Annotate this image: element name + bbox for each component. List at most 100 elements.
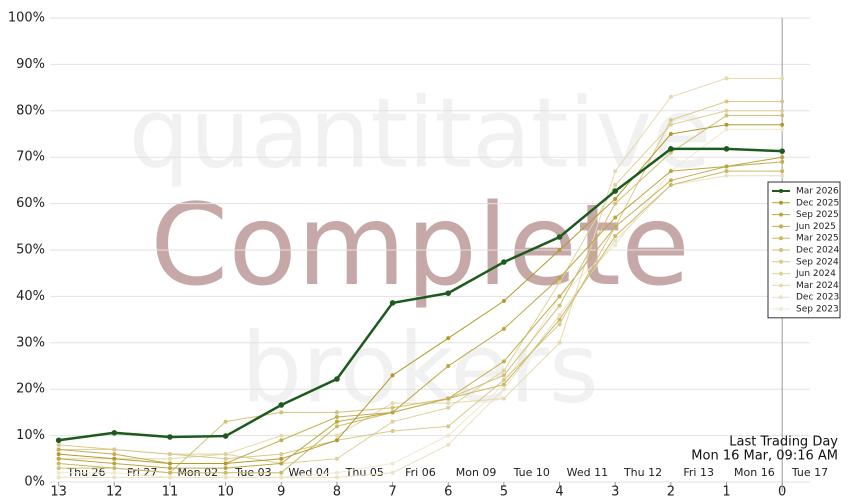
series-point <box>167 434 173 440</box>
series-point <box>167 475 172 480</box>
series-point <box>501 359 506 364</box>
series-point <box>501 368 506 373</box>
series-point <box>167 466 172 471</box>
legend-label: Mar 2026 <box>796 187 839 197</box>
series-point <box>167 470 172 475</box>
series-point <box>557 322 562 327</box>
legend-swatch-dot <box>779 307 783 311</box>
series-point <box>613 234 618 239</box>
y-tick-label: 50% <box>16 243 45 258</box>
legend-swatch-dot <box>779 224 783 229</box>
date-label: Thu 12 <box>623 466 662 479</box>
series-point <box>112 447 117 452</box>
series-point <box>446 433 451 438</box>
series-point <box>223 470 228 475</box>
series-line <box>58 175 783 478</box>
series-point <box>724 108 729 113</box>
series-point <box>613 183 618 188</box>
series-point <box>279 456 284 461</box>
series-point <box>334 456 339 461</box>
series-point <box>111 430 118 436</box>
date-label: Wed 11 <box>567 466 608 479</box>
y-tick-label: 100% <box>8 11 45 26</box>
series-point <box>112 475 117 480</box>
series-point <box>668 146 674 152</box>
series-point <box>390 373 395 378</box>
series-point <box>724 76 729 81</box>
legend-swatch-dot <box>779 200 783 205</box>
series-point <box>668 94 673 99</box>
series-line <box>58 114 783 474</box>
series-point <box>223 419 228 424</box>
series-point <box>557 312 562 317</box>
legend-label: Dec 2024 <box>796 246 839 256</box>
annotation: Mon 16 Mar, 09:16 AM <box>691 449 838 464</box>
series-point <box>780 108 785 113</box>
series-point <box>780 99 785 104</box>
series-point <box>112 452 117 457</box>
legend-swatch-dot <box>779 189 783 193</box>
series-point <box>557 275 562 280</box>
series-point <box>390 470 395 475</box>
x-tick-label: 8 <box>333 485 341 500</box>
series-point <box>668 118 673 123</box>
series-point <box>556 234 563 240</box>
series-point <box>613 243 618 248</box>
date-label: Mon 09 <box>456 466 497 479</box>
series-point <box>613 196 618 201</box>
y-tick-label: 30% <box>16 335 45 350</box>
series-point <box>334 419 339 424</box>
series-point <box>167 456 172 461</box>
series-point <box>56 452 61 457</box>
series-point <box>390 401 395 406</box>
legend-label: Mar 2024 <box>796 281 839 291</box>
series-point <box>668 150 673 155</box>
series-point <box>112 456 117 461</box>
x-tick-label: 10 <box>217 485 234 500</box>
series-point <box>390 410 395 415</box>
series-point <box>56 456 61 461</box>
series-point <box>279 438 284 443</box>
legend-swatch-dot <box>779 259 783 264</box>
series-point <box>668 169 673 174</box>
series-point <box>780 122 785 127</box>
series-point <box>501 377 506 382</box>
series-point <box>724 173 729 178</box>
x-tick-label: 11 <box>162 485 179 500</box>
legend-swatch-dot <box>779 295 783 300</box>
series-point <box>780 76 785 81</box>
x-tick-label: 3 <box>611 485 619 500</box>
series-point <box>613 215 618 220</box>
series-point <box>334 433 339 438</box>
series-point <box>279 433 284 438</box>
y-tick-label: 70% <box>16 150 45 165</box>
x-tick-label: 13 <box>50 485 67 500</box>
x-tick-label: 7 <box>388 485 396 500</box>
series-point <box>780 127 785 132</box>
series-line <box>58 110 783 464</box>
series-line <box>58 156 783 469</box>
x-tick-label: 12 <box>106 485 123 500</box>
series-point <box>780 113 785 118</box>
series-point <box>223 461 228 466</box>
watermark: quantitative <box>129 77 711 189</box>
series-point <box>724 99 729 104</box>
series-point <box>501 373 506 378</box>
series-point <box>668 178 673 183</box>
series-point <box>334 424 339 429</box>
legend-label: Sep 2025 <box>796 210 839 220</box>
series-point <box>222 433 229 439</box>
series-point <box>723 146 730 152</box>
series-point <box>334 410 339 415</box>
date-label: Mon 16 <box>734 466 775 479</box>
legend-swatch-dot <box>779 248 783 252</box>
series-point <box>501 259 507 265</box>
x-tick-label: 2 <box>667 485 675 500</box>
series-point <box>724 122 729 127</box>
series-point <box>446 442 451 447</box>
series-point <box>446 364 451 368</box>
series-point <box>223 466 228 471</box>
series-point <box>446 424 451 429</box>
series-point <box>613 201 618 206</box>
y-tick-label: 80% <box>16 103 45 118</box>
